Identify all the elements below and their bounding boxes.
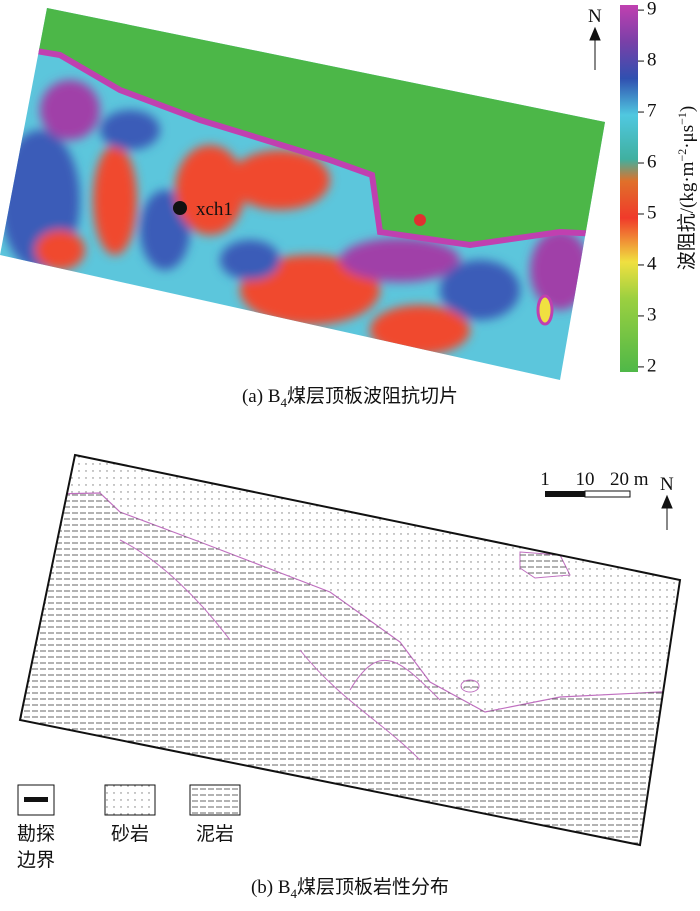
scale-label: 10 — [576, 469, 595, 490]
legend-label: 泥岩 — [196, 823, 234, 845]
colorbar-tick-label: 3 — [647, 304, 657, 325]
colorbar-tick-label: 2 — [647, 355, 657, 376]
legend-label: 边界 — [17, 849, 55, 871]
well-label: xch1 — [196, 199, 233, 220]
caption-text: 煤层顶板岩性分布 — [297, 876, 449, 898]
caption-prefix: (b) B — [251, 877, 291, 898]
colorbar-tick-label: 6 — [647, 151, 657, 172]
caption-a: (a) B4煤层顶板波阻抗切片 — [242, 385, 458, 410]
legend-boundary-icon — [24, 797, 48, 802]
colorbar-label-part: −2 — [675, 149, 689, 162]
legend-label: 砂岩 — [111, 823, 149, 845]
colorbar-label-part: −1 — [675, 112, 689, 125]
colorbar-tick-label: 4 — [647, 253, 657, 274]
colorbar-ticks: 2 3 4 5 6 7 8 9 — [638, 0, 657, 376]
north-arrow — [661, 494, 673, 530]
caption-b: (b) B4煤层顶板岩性分布 — [251, 876, 449, 901]
caption-subscript: 4 — [281, 395, 288, 410]
survey-boundary — [18, 453, 682, 847]
colorbar-tick-label: 8 — [647, 49, 657, 70]
colorbar-tick-label: 9 — [647, 0, 657, 19]
caption-subscript: 4 — [291, 886, 298, 901]
north-label: N — [660, 474, 674, 495]
scale-label: 1 — [540, 469, 550, 490]
well-marker — [173, 201, 187, 215]
colorbar-tick-label: 5 — [647, 202, 657, 223]
caption-prefix: (a) B — [242, 386, 281, 407]
caption-text: 煤层顶板波阻抗切片 — [287, 385, 458, 407]
colorbar-tick-label: 7 — [647, 100, 657, 121]
colorbar-label-part: ·μs — [677, 125, 698, 149]
north-arrow — [589, 26, 601, 70]
scale-label: 20 m — [610, 469, 649, 490]
legend-mudstone-icon — [189, 784, 241, 816]
colorbar — [620, 5, 638, 372]
colorbar-label-part: 波阻抗/(kg·m — [676, 161, 698, 270]
colorbar-label: 波阻抗/(kg·m−2·μs−1) — [675, 106, 698, 271]
legend-label: 勘探 — [17, 823, 55, 845]
north-label: N — [588, 6, 602, 27]
scale-bar-black — [545, 491, 585, 497]
scale-bar-white — [584, 490, 631, 498]
colorbar-label-part: ) — [677, 106, 698, 112]
impedance-map — [0, 8, 605, 380]
legend-sandstone-icon — [104, 784, 156, 816]
